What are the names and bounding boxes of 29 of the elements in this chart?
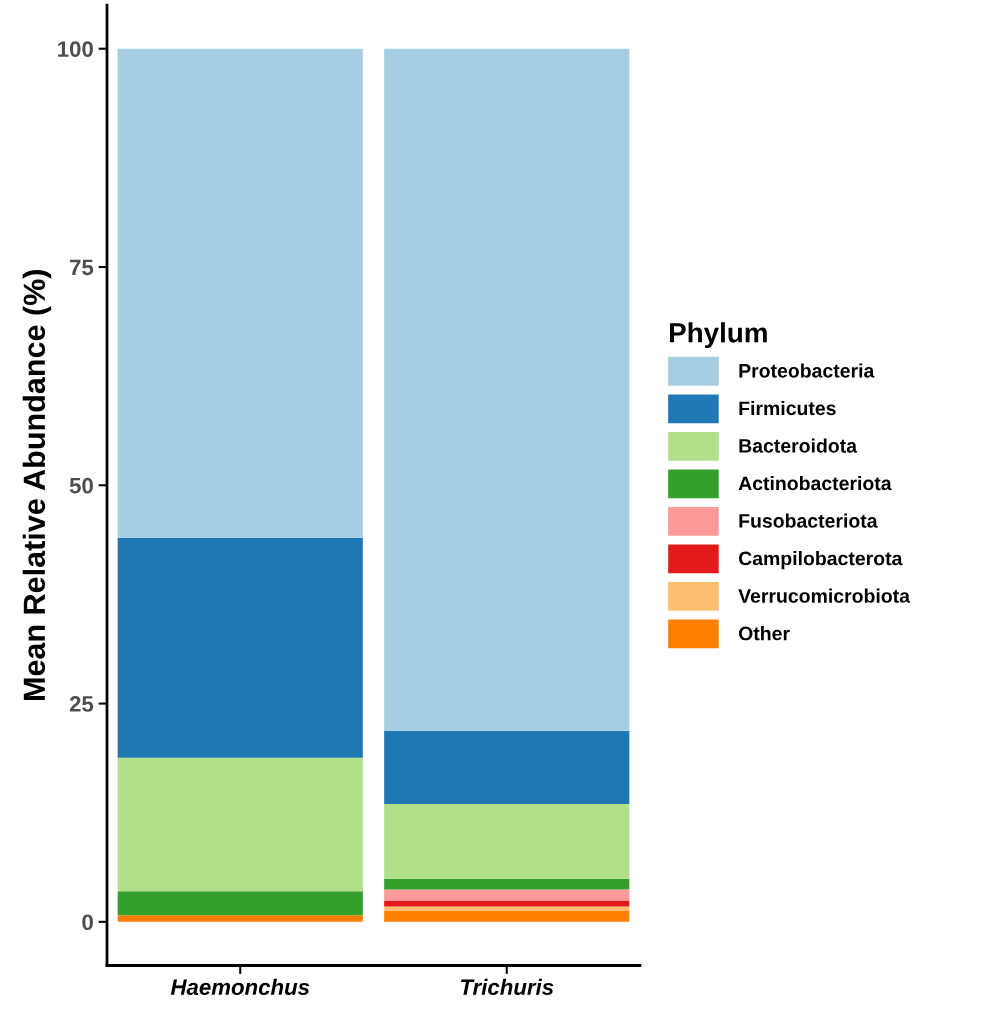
legend-label: Other xyxy=(738,626,790,641)
bar xyxy=(117,537,363,758)
y-tick-label: 25 xyxy=(69,696,94,712)
y-tick-label: 75 xyxy=(70,259,94,276)
x-tick-label: Trichuris xyxy=(460,978,554,996)
bar xyxy=(384,803,630,879)
y-tick-label: 100 xyxy=(58,41,93,57)
legend-label: Bacteroidota xyxy=(739,438,858,453)
bar xyxy=(117,891,363,916)
y-axis-title: Mean Relative Abundance (%) xyxy=(22,270,52,700)
legend-label: Campilobacterota xyxy=(738,551,903,570)
bar xyxy=(384,900,630,907)
legend-label: Proteobacteria xyxy=(739,363,875,378)
bar xyxy=(384,48,630,731)
y-tick-label: 0 xyxy=(82,914,93,931)
legend-label: Fusobacteriota xyxy=(739,513,878,528)
y-tick-label: 50 xyxy=(69,477,93,494)
bar xyxy=(384,878,630,890)
bar xyxy=(117,48,363,538)
bar xyxy=(117,757,363,892)
legend-label: Actinobacteriota xyxy=(738,475,892,491)
bar xyxy=(384,889,630,901)
bar xyxy=(117,915,363,922)
legend-label: Verrucomicrobiota xyxy=(738,588,911,603)
x-tick-label: Haemonchus xyxy=(170,978,310,996)
legend-title: Phylum xyxy=(670,322,767,349)
legend-label: Firmicutes xyxy=(739,400,836,416)
bar xyxy=(384,730,630,804)
bar xyxy=(384,910,630,922)
